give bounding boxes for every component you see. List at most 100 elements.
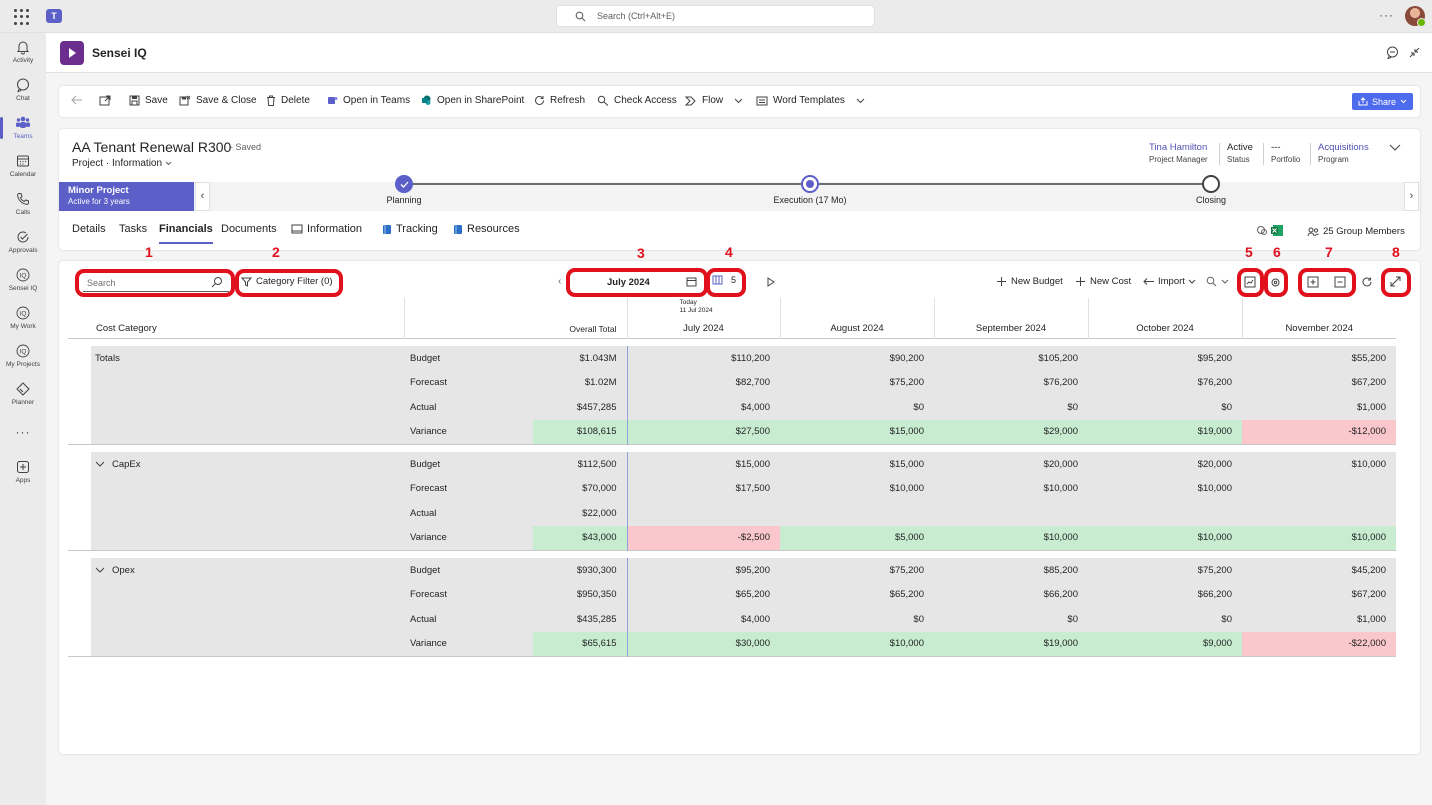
next-month-button[interactable] <box>767 277 775 287</box>
month-value-cell[interactable]: $95,200 <box>1088 346 1242 371</box>
month-value-cell[interactable]: $19,000 <box>934 631 1088 656</box>
chat-link-icon[interactable] <box>1256 225 1268 236</box>
month-picker[interactable]: July 2024 <box>572 272 702 292</box>
month-value-cell[interactable]: $1,000 <box>1242 607 1396 632</box>
month-value-cell[interactable]: $27,500 <box>626 419 780 444</box>
project-manager-field[interactable]: Tina Hamilton Project Manager <box>1149 142 1208 164</box>
save-close-button[interactable]: Save & Close <box>179 95 257 106</box>
chevron-down-icon[interactable] <box>95 567 105 574</box>
month-value-cell[interactable]: $75,200 <box>780 370 934 395</box>
share-button[interactable]: Share <box>1352 93 1413 110</box>
month-value-cell[interactable]: $30,000 <box>626 631 780 656</box>
overall-total-cell[interactable]: $435,285 <box>533 607 627 632</box>
month-value-cell[interactable] <box>934 501 1088 526</box>
month-value-cell[interactable]: $10,000 <box>780 631 934 656</box>
word-templates-button[interactable]: Word Templates <box>756 95 865 106</box>
column-header-month[interactable]: November 2024 <box>1242 298 1396 338</box>
month-value-cell[interactable]: -$22,000 <box>1242 631 1396 656</box>
teams-search-input[interactable]: Search (Ctrl+Alt+E) <box>556 5 875 27</box>
rail-item-planner[interactable]: Planner <box>0 381 46 406</box>
column-header-month[interactable]: Today 11 Jul 2024 July 2024 <box>626 298 781 338</box>
cost-category-cell[interactable]: Opex <box>91 558 404 656</box>
form-selector[interactable]: Project · Information <box>72 158 172 169</box>
month-value-cell[interactable]: $15,000 <box>780 452 934 477</box>
collapse-icon[interactable] <box>1408 46 1421 59</box>
month-value-cell[interactable]: $5,000 <box>780 525 934 550</box>
import-button[interactable]: Import <box>1143 276 1196 287</box>
column-header-category[interactable]: Cost Category <box>68 298 404 338</box>
table-row[interactable]: Actual $435,285 $4,000 $0 $0 $0 $1,000 <box>68 607 1396 632</box>
table-row[interactable]: Actual $22,000 <box>68 501 1396 526</box>
bpf-next-button[interactable]: › <box>1404 182 1419 211</box>
program-value[interactable]: Acquisitions <box>1318 142 1369 153</box>
check-access-button[interactable]: Check Access <box>597 95 677 106</box>
month-value-cell[interactable]: $0 <box>780 607 934 632</box>
avatar[interactable] <box>1405 6 1426 27</box>
month-value-cell[interactable]: $15,000 <box>780 419 934 444</box>
month-value-cell[interactable]: $90,200 <box>780 346 934 371</box>
table-row[interactable]: Forecast $950,350 $65,200 $65,200 $66,200 $66… <box>68 582 1396 607</box>
columns-count-selector[interactable]: 5 <box>712 275 736 285</box>
column-header-month[interactable]: October 2024 <box>1088 298 1243 338</box>
back-button[interactable] <box>71 95 83 105</box>
rail-item-calendar[interactable]: Calendar <box>0 153 46 178</box>
program-field[interactable]: Acquisitions Program <box>1318 142 1369 164</box>
month-value-cell[interactable] <box>780 501 934 526</box>
chart-view-icon[interactable] <box>1244 276 1256 288</box>
bpf-stage-execution[interactable]: Execution (17 Mo) <box>760 175 860 205</box>
overall-total-cell[interactable]: $43,000 <box>533 525 627 550</box>
save-button[interactable]: Save <box>129 95 168 106</box>
open-new-window-button[interactable] <box>99 95 111 106</box>
table-row[interactable]: Variance $65,615 $30,000 $10,000 $19,000 $9,0… <box>68 631 1396 656</box>
month-value-cell[interactable] <box>1242 476 1396 501</box>
month-value-cell[interactable]: $20,000 <box>1088 452 1242 477</box>
chevron-down-icon[interactable] <box>95 461 105 468</box>
month-value-cell[interactable]: $0 <box>1088 395 1242 420</box>
column-header-month[interactable]: August 2024 <box>780 298 935 338</box>
month-value-cell[interactable]: $4,000 <box>626 395 780 420</box>
rail-item-teams[interactable]: Teams <box>0 115 46 140</box>
month-value-cell[interactable]: $45,200 <box>1242 558 1396 583</box>
month-value-cell[interactable]: $10,000 <box>934 476 1088 501</box>
month-value-cell[interactable]: $82,700 <box>626 370 780 395</box>
previous-month-button[interactable]: ‹ <box>558 276 562 287</box>
new-budget-button[interactable]: New Budget <box>996 276 1063 287</box>
month-value-cell[interactable]: $75,200 <box>780 558 934 583</box>
month-value-cell[interactable]: $55,200 <box>1242 346 1396 371</box>
expand-all-icon[interactable] <box>1307 276 1319 288</box>
month-value-cell[interactable]: $10,000 <box>1242 452 1396 477</box>
more-options-icon[interactable]: ··· <box>1379 8 1394 22</box>
month-value-cell[interactable] <box>1088 501 1242 526</box>
tab-resources[interactable]: Resources <box>453 223 520 235</box>
month-value-cell[interactable]: $0 <box>934 395 1088 420</box>
month-value-cell[interactable]: $76,200 <box>1088 370 1242 395</box>
table-row[interactable]: Forecast $70,000 $17,500 $10,000 $10,000 $10,… <box>68 476 1396 501</box>
new-cost-button[interactable]: New Cost <box>1075 276 1131 287</box>
rail-item-my-projects[interactable]: IQ My Projects <box>0 343 46 368</box>
delete-button[interactable]: Delete <box>266 95 310 106</box>
month-value-cell[interactable]: $67,200 <box>1242 582 1396 607</box>
month-value-cell[interactable]: $9,000 <box>1088 631 1242 656</box>
month-value-cell[interactable]: $67,200 <box>1242 370 1396 395</box>
month-value-cell[interactable]: $1,000 <box>1242 395 1396 420</box>
reset-icon[interactable] <box>1361 276 1373 288</box>
project-manager-value[interactable]: Tina Hamilton <box>1149 142 1208 153</box>
month-value-cell[interactable]: $10,000 <box>1088 525 1242 550</box>
month-value-cell[interactable]: $20,000 <box>934 452 1088 477</box>
app-launcher-icon[interactable] <box>14 9 32 25</box>
month-value-cell[interactable]: $110,200 <box>626 346 780 371</box>
rail-item-activity[interactable]: Activity <box>0 39 46 64</box>
tab-information[interactable]: Information <box>291 223 362 235</box>
rail-item-sensei-iq[interactable]: IQ Sensei IQ <box>0 267 46 292</box>
month-value-cell[interactable]: $29,000 <box>934 419 1088 444</box>
refresh-button[interactable]: Refresh <box>534 95 585 106</box>
month-value-cell[interactable]: $65,200 <box>780 582 934 607</box>
rail-item-approvals[interactable]: Approvals <box>0 229 46 254</box>
month-value-cell[interactable]: $0 <box>1088 607 1242 632</box>
overall-total-cell[interactable]: $930,300 <box>533 558 627 583</box>
table-row[interactable]: Opex Budget $930,300 $95,200 $75,200 $85,200 $… <box>68 558 1396 656</box>
tab-details[interactable]: Details <box>72 223 106 235</box>
month-value-cell[interactable]: $17,500 <box>626 476 780 501</box>
table-row[interactable]: Forecast $1.02M $82,700 $75,200 $76,200 $76,2… <box>68 370 1396 395</box>
tab-tracking[interactable]: Tracking <box>382 223 438 235</box>
